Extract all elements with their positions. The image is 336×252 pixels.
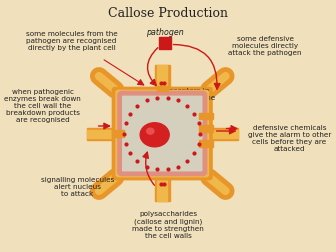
- Text: receptors in
cell membrane: receptors in cell membrane: [161, 88, 215, 101]
- FancyBboxPatch shape: [112, 130, 124, 137]
- Text: defensive chemicals
give the alarm to other
cells before they are
attacked: defensive chemicals give the alarm to ot…: [248, 125, 331, 152]
- FancyBboxPatch shape: [115, 90, 209, 177]
- FancyBboxPatch shape: [199, 125, 213, 132]
- FancyBboxPatch shape: [157, 65, 167, 91]
- FancyBboxPatch shape: [208, 128, 238, 140]
- Text: nucleus: nucleus: [161, 129, 191, 138]
- FancyBboxPatch shape: [199, 140, 213, 147]
- FancyBboxPatch shape: [159, 37, 171, 49]
- Text: Callose Production: Callose Production: [108, 7, 228, 20]
- Text: some defensive
molecules directly
attack the pathogen: some defensive molecules directly attack…: [228, 36, 302, 56]
- Circle shape: [140, 123, 169, 147]
- FancyBboxPatch shape: [155, 65, 169, 91]
- FancyBboxPatch shape: [155, 176, 169, 201]
- FancyBboxPatch shape: [157, 86, 168, 91]
- FancyBboxPatch shape: [199, 113, 213, 119]
- FancyBboxPatch shape: [120, 93, 205, 174]
- Circle shape: [147, 128, 154, 134]
- FancyBboxPatch shape: [87, 128, 117, 140]
- Text: some molecules from the
pathogen are recognised
directly by the plant cell: some molecules from the pathogen are rec…: [26, 31, 117, 51]
- Text: pathogen: pathogen: [146, 27, 184, 37]
- Text: polysaccharides
(callose and lignin)
made to strengthen
the cell walls: polysaccharides (callose and lignin) mad…: [132, 211, 204, 239]
- FancyBboxPatch shape: [157, 176, 167, 201]
- FancyBboxPatch shape: [87, 130, 117, 138]
- FancyBboxPatch shape: [112, 87, 213, 180]
- FancyBboxPatch shape: [208, 130, 238, 138]
- Text: signalling molecules
alert nucleus
to attack: signalling molecules alert nucleus to at…: [41, 177, 114, 197]
- Text: when pathogenic
enzymes break down
the cell wall the
breakdown products
are reco: when pathogenic enzymes break down the c…: [4, 89, 81, 123]
